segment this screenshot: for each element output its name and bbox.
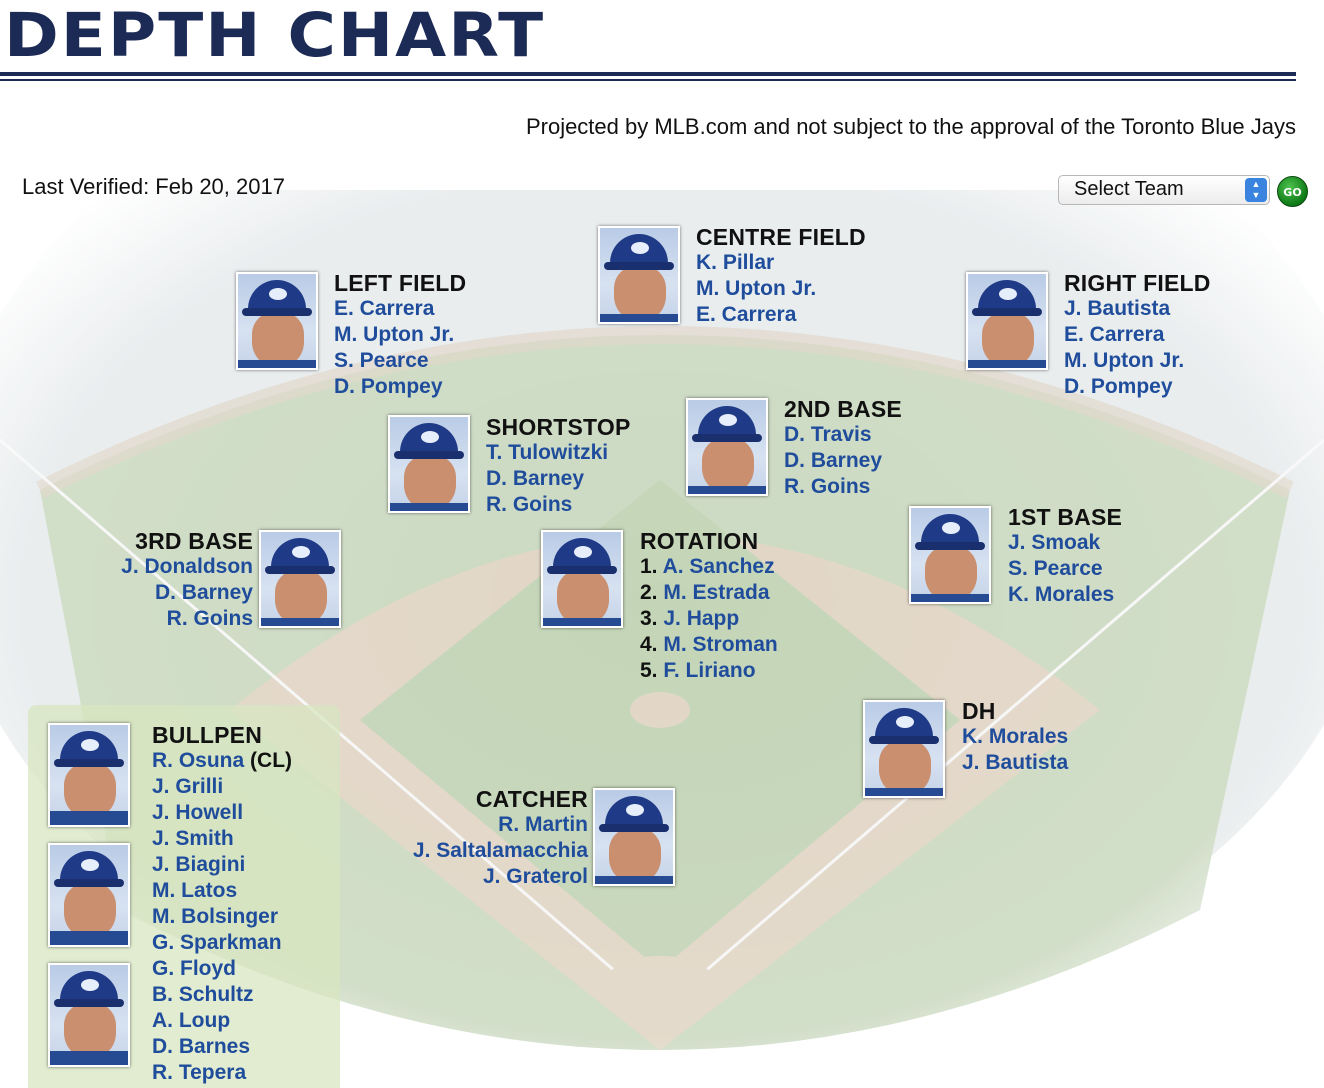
player-link[interactable]: J. Bautista [962, 751, 1069, 774]
position-title: ROTATION [640, 528, 759, 554]
player-photo-left-field[interactable] [236, 272, 318, 370]
player-link[interactable]: J. Donaldson [121, 555, 253, 578]
player-link[interactable]: S. Pearce [334, 349, 429, 372]
player-link[interactable]: M. Upton Jr. [334, 323, 455, 346]
position-title: LEFT FIELD [334, 270, 467, 296]
position-catcher: CATCHER R. Martin J. Saltalamacchia J. G… [340, 786, 588, 890]
player-link[interactable]: J. Grilli [152, 775, 224, 798]
player-photo-catcher[interactable] [593, 788, 675, 886]
player-link[interactable]: J. Happ [663, 607, 740, 630]
player-link[interactable]: M. Latos [152, 879, 238, 902]
player-link[interactable]: M. Upton Jr. [1064, 349, 1185, 372]
player-photo-second-base[interactable] [686, 398, 768, 496]
position-right-field: RIGHT FIELD J. Bautista E. Carrera M. Up… [1064, 270, 1211, 400]
player-link[interactable]: J. Saltalamacchia [412, 839, 588, 862]
player-link[interactable]: F. Liriano [663, 659, 756, 682]
player-link[interactable]: J. Howell [152, 801, 244, 824]
player-link[interactable]: E. Carrera [334, 297, 435, 320]
player-link[interactable]: K. Morales [1008, 583, 1115, 606]
player-link[interactable]: A. Loup [152, 1009, 231, 1032]
rotation-number: 5. [640, 659, 658, 682]
player-photo-third-base[interactable] [259, 530, 341, 628]
rotation-number: 2. [640, 581, 658, 604]
player-link[interactable]: J. Smoak [1008, 531, 1101, 554]
title-rule-thin [0, 79, 1296, 81]
position-title: DH [962, 698, 996, 724]
position-third-base: 3RD BASE J. Donaldson D. Barney R. Goins [60, 528, 253, 632]
player-photo-bullpen-1[interactable] [48, 723, 130, 827]
title-rule-thick [0, 72, 1296, 76]
player-link[interactable]: D. Barney [784, 449, 883, 472]
player-photo-rotation[interactable] [541, 530, 623, 628]
player-link[interactable]: J. Graterol [482, 865, 588, 888]
position-dh: DH K. Morales J. Bautista [962, 698, 1068, 776]
chevron-updown-icon: ▲ ▼ [1245, 178, 1267, 202]
position-title: CENTRE FIELD [696, 224, 866, 250]
player-link[interactable]: R. Goins [166, 607, 253, 630]
player-link[interactable]: T. Tulowitzki [486, 441, 609, 464]
player-photo-bullpen-2[interactable] [48, 843, 130, 947]
player-link[interactable]: A. Sanchez [662, 555, 775, 578]
player-photo-bullpen-3[interactable] [48, 963, 130, 1067]
player-link[interactable]: M. Bolsinger [152, 905, 279, 928]
player-photo-first-base[interactable] [909, 506, 991, 604]
rotation-number: 3. [640, 607, 658, 630]
player-photo-shortstop[interactable] [388, 415, 470, 513]
last-verified-date: Last Verified: Feb 20, 2017 [22, 174, 285, 199]
player-link[interactable]: D. Barney [154, 581, 253, 604]
position-left-field: LEFT FIELD E. Carrera M. Upton Jr. S. Pe… [334, 270, 466, 400]
team-select-value: Select Team [1074, 178, 1184, 200]
position-title: RIGHT FIELD [1064, 270, 1211, 296]
position-title: 2ND BASE [784, 396, 902, 422]
player-link[interactable]: J. Smith [152, 827, 234, 850]
player-link[interactable]: K. Pillar [696, 251, 775, 274]
rotation-number: 1. [640, 555, 658, 578]
position-rotation: ROTATION 1. A. Sanchez 2. M. Estrada 3. … [640, 528, 778, 684]
player-link[interactable]: J. Biagini [152, 853, 246, 876]
player-link[interactable]: R. Goins [486, 493, 573, 516]
player-link[interactable]: M. Estrada [663, 581, 770, 604]
position-title: CATCHER [475, 786, 588, 812]
player-link[interactable]: D. Barnes [152, 1035, 251, 1058]
position-second-base: 2ND BASE D. Travis D. Barney R. Goins [784, 396, 902, 500]
position-title: BULLPEN [152, 722, 263, 748]
position-shortstop: SHORTSTOP T. Tulowitzki D. Barney R. Goi… [486, 414, 631, 518]
player-link[interactable]: D. Pompey [334, 375, 443, 398]
rotation-number: 4. [640, 633, 658, 656]
position-title: 3RD BASE [135, 528, 253, 554]
closer-tag: (CL) [250, 749, 293, 772]
player-link[interactable]: M. Upton Jr. [696, 277, 817, 300]
player-link[interactable]: R. Osuna [152, 749, 245, 772]
player-link[interactable]: D. Barney [486, 467, 585, 490]
player-link[interactable]: D. Travis [784, 423, 872, 446]
player-link[interactable]: B. Schultz [152, 983, 254, 1006]
player-link[interactable]: E. Carrera [696, 303, 797, 326]
player-link[interactable]: M. Stroman [663, 633, 778, 656]
player-link[interactable]: D. Pompey [1064, 375, 1173, 398]
player-link[interactable]: G. Floyd [152, 957, 236, 980]
position-centre-field: CENTRE FIELD K. Pillar M. Upton Jr. E. C… [696, 224, 866, 328]
player-link[interactable]: R. Martin [498, 813, 588, 836]
position-title: 1ST BASE [1008, 504, 1123, 530]
player-photo-centre-field[interactable] [598, 226, 680, 324]
player-link[interactable]: R. Tepera [152, 1061, 247, 1084]
position-title: SHORTSTOP [486, 414, 631, 440]
player-photo-dh[interactable] [863, 700, 945, 798]
player-link[interactable]: J. Bautista [1064, 297, 1171, 320]
position-first-base: 1ST BASE J. Smoak S. Pearce K. Morales [1008, 504, 1122, 608]
player-link[interactable]: S. Pearce [1008, 557, 1103, 580]
team-select-dropdown[interactable]: Select Team ▲ ▼ [1058, 175, 1270, 205]
player-link[interactable]: R. Goins [784, 475, 871, 498]
player-link[interactable]: K. Morales [962, 725, 1069, 748]
player-photo-right-field[interactable] [966, 272, 1048, 370]
player-link[interactable]: G. Sparkman [152, 931, 282, 954]
player-link[interactable]: E. Carrera [1064, 323, 1165, 346]
page-title: DEPTH CHART [4, 0, 546, 71]
disclaimer-text: Projected by MLB.com and not subject to … [525, 114, 1296, 139]
position-bullpen: BULLPEN R. Osuna (CL) J. Grilli J. Howel… [152, 722, 292, 1086]
go-button[interactable]: GO [1277, 176, 1308, 207]
